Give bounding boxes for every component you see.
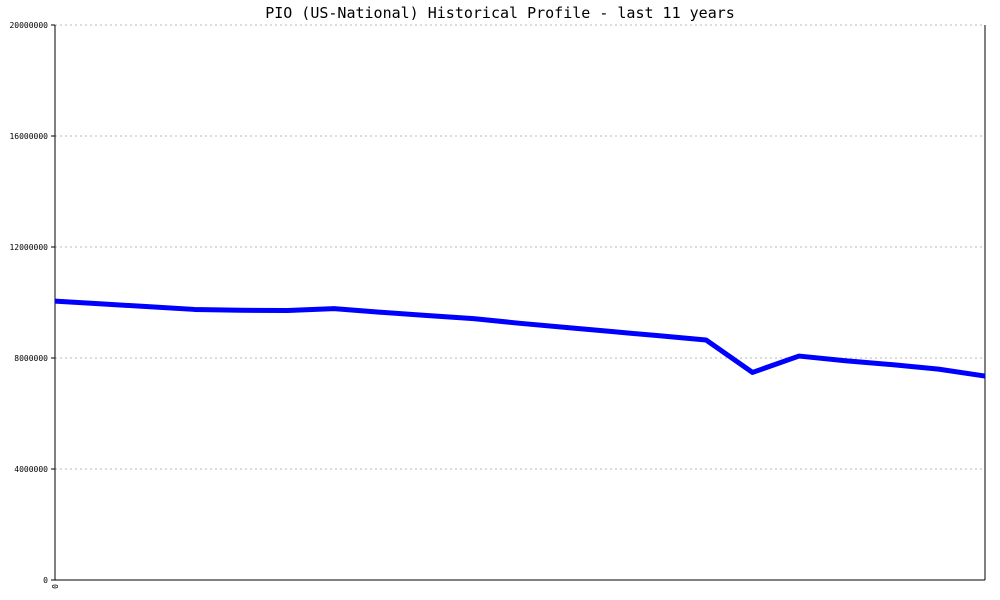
x-axis-tick-labels: 0: [51, 584, 60, 589]
gridlines: [55, 24, 985, 470]
series-lines: [54, 298, 986, 379]
chart-title: PIO (US-National) Historical Profile - l…: [265, 4, 735, 22]
y-tick-label: 4000000: [14, 465, 48, 474]
y-tick-label: 8000000: [14, 354, 48, 363]
axes: [51, 24, 986, 581]
y-axis-tick-labels: 0 4000000 8000000 12000000 16000000 20000000: [9, 21, 48, 585]
y-tick-label: 16000000: [9, 132, 48, 141]
x-tick-label: 0: [51, 584, 60, 589]
y-tick-label: 12000000: [9, 243, 48, 252]
series-line-0: [54, 298, 986, 379]
y-tick-label: 20000000: [9, 21, 48, 30]
y-tick-label: 0: [43, 576, 48, 585]
